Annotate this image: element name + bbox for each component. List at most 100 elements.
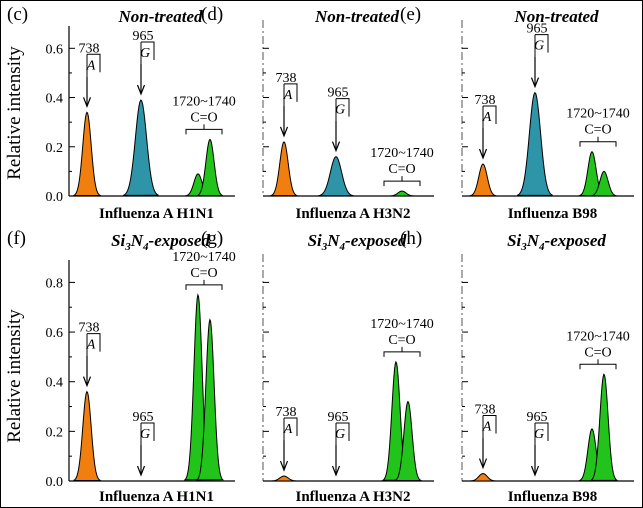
panel-letter: (d) [201,4,223,25]
amide-peak [469,163,497,197]
amide-peak [469,473,497,482]
callout-arrow-head [136,465,146,477]
callout-arrow-head [279,126,289,138]
callout-wavenumber: 738 [276,405,297,420]
carbonyl-bracket [579,136,617,147]
panel-title-part: 3 [520,241,527,253]
callout-group-letter: A [283,422,293,437]
chart-panel: (g) Si3N4-exposed Influenza A H3N2 A 738 G 965… [201,228,434,505]
x-axis-label: Influenza A H1N1 [99,489,214,505]
callout-arrow-head [530,77,540,89]
y-tick-label: 0.0 [46,190,64,205]
panel-title-part: Si [507,231,521,250]
callout-arrow-head [279,460,289,472]
callout-wavenumber: 1720~1740 [566,329,630,344]
carbonyl-peak [589,373,619,481]
callout-arrow-head [136,84,146,96]
callout-group-letter: A [86,58,96,73]
callout-arrow-head [82,97,92,108]
y-axis-label-top: Relative intensity [4,46,25,180]
callout-box [335,98,350,121]
chart-panel: (h) Si3N4-exposed Influenza B98 A 738 G 965 C=O… [400,228,634,505]
panel-title: Si3N4-exposed [111,231,210,253]
panel-title-part: 3 [321,241,328,253]
panel-title-part: Si [308,231,322,250]
callout-group-letter: C=O [584,123,611,138]
carbonyl-peak [388,190,415,197]
callout-box [482,105,497,128]
callout-box [335,422,350,445]
carbonyl-peak [590,170,617,197]
callout-wavenumber: 1720~1740 [370,146,434,161]
callout-wavenumber: 965 [527,410,548,425]
panel-title-part: N [130,231,144,250]
panel-title-part: 4 [538,241,545,253]
carbonyl-bracket [383,176,421,187]
callout-group-letter: G [140,46,150,61]
carbonyl-peak [195,318,224,481]
panel-letter: (f) [7,228,26,249]
panel-title-part: -exposed [345,231,407,250]
amide-peak [73,390,102,481]
callout-group-letter: C=O [388,333,415,348]
panel-title-part: -exposed [149,231,211,250]
callout-wavenumber: 738 [276,71,297,86]
chart-panel: (d) Non-treated Influenza A H3N2 A 738 G 965 C=… [201,4,434,222]
callout-box [140,422,155,445]
callout-arrow-head [82,376,92,388]
callout-arrow-head [331,465,341,477]
y-axis-label-bottom: Relative intensity [4,309,25,443]
callout-arrow-head [478,148,488,160]
panel-title-part: -exposed [545,231,607,250]
panel-title-part: 4 [142,241,149,253]
callout-group-letter: C=O [190,110,217,125]
y-tick-label: 0.0 [46,475,64,490]
carbonyl-bracket [579,359,617,370]
callout-wavenumber: 965 [133,410,154,425]
panel-title: Si3N4-exposed [308,231,407,253]
callout-wavenumber: 1720~1740 [370,317,434,332]
y-tick-label: 0.4 [46,376,64,391]
x-axis-label: Influenza A H3N2 [295,489,410,505]
chart-panel: (e) Non-treated Influenza B98 A 738 G 965 C=O17… [400,4,634,222]
amide-peak [270,475,298,482]
panel-title-part: N [326,231,340,250]
panel-title: Non-treated [314,7,400,26]
panel-letter: (h) [400,228,422,249]
x-axis-label: Influenza A H1N1 [99,206,214,222]
panel-title: Non-treated [117,7,203,26]
carbonyl-peak [394,400,423,482]
y-tick-label: 0.2 [46,425,64,440]
callout-wavenumber: 1720~1740 [566,107,630,122]
callout-wavenumber: 1720~1740 [172,250,236,265]
callout-wavenumber: 738 [79,321,100,336]
callout-group-letter: A [283,88,293,103]
panel-title-part: Si [111,231,125,250]
x-axis-label: Influenza B98 [508,206,598,222]
carbonyl-bracket [383,346,421,357]
glyco-peak [516,91,553,196]
y-tick-label: 0.6 [46,326,64,341]
callout-wavenumber: 738 [79,41,100,56]
callout-group-letter: C=O [190,266,217,281]
callout-wavenumber: 738 [475,403,496,418]
callout-box [86,333,101,356]
y-tick-label: 0.4 [46,92,64,107]
callout-wavenumber: 965 [328,410,349,425]
callout-group-letter: C=O [584,345,611,360]
carbonyl-bracket [185,124,223,135]
callout-group-letter: G [534,427,544,442]
panel-title: Si3N4-exposed [507,231,606,253]
callout-wavenumber: 1720~1740 [172,94,236,109]
panel-title-part: N [526,231,540,250]
callout-group-letter: G [140,427,150,442]
chart-panel: (c) Non-treated 0.0 0.2 0.4 0.6 Influenza A H1… [7,4,236,222]
chart-panel: (f) Si3N4-exposed 0.0 0.2 0.4 0.6 0.8 Influenza… [7,228,236,505]
callout-box [482,415,497,438]
panel-title: Non-treated [513,7,599,26]
callout-group-letter: G [335,427,345,442]
amide-peak [73,111,102,196]
callout-wavenumber: 965 [133,29,154,44]
callout-box [534,34,549,57]
callout-wavenumber: 738 [475,93,496,108]
